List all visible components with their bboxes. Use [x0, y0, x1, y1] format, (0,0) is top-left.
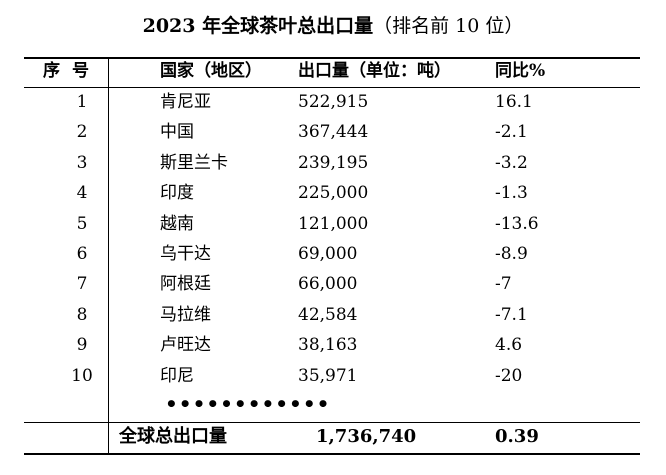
row-volume: 239,195: [298, 152, 369, 173]
row-country: 印尼: [160, 365, 194, 386]
row-change: -3.2: [495, 152, 528, 173]
row-volume: 38,163: [298, 335, 358, 356]
row-change: 16.1: [495, 92, 533, 112]
table-title-subtitle: （排名前 10 位）: [373, 15, 524, 37]
total-top-rule: [24, 422, 640, 423]
rank-column-divider: [108, 57, 109, 455]
export-table: 序号 国家（地区） 出口量（单位：吨） 同比% •••••••••••• 全球总…: [24, 57, 640, 455]
header-volume: 出口量（单位：吨）: [298, 61, 451, 81]
header-rank: 序号: [43, 61, 101, 81]
row-rank: 8: [76, 304, 88, 325]
table-top-rule: [24, 57, 640, 59]
row-rank: 10: [71, 365, 93, 386]
header-change: 同比%: [495, 61, 546, 81]
row-volume: 522,915: [298, 92, 369, 112]
header-bottom-rule: [24, 87, 640, 88]
row-volume: 42,584: [298, 304, 358, 325]
row-volume: 225,000: [298, 183, 369, 204]
row-rank: 9: [76, 335, 88, 356]
row-country: 马拉维: [160, 304, 211, 325]
row-change: -8.9: [495, 244, 528, 264]
row-change: -7: [495, 274, 512, 295]
row-change: -7.1: [495, 304, 528, 325]
row-volume: 121,000: [298, 213, 369, 234]
row-rank: 6: [76, 244, 88, 264]
row-country: 斯里兰卡: [160, 152, 228, 173]
row-volume: 35,971: [298, 365, 358, 386]
row-country: 阿根廷: [160, 274, 211, 295]
row-change: -1.3: [495, 183, 528, 204]
table-title-main: 2023 年全球茶叶总出口量: [142, 15, 374, 37]
row-change: -2.1: [495, 122, 528, 143]
row-country: 肯尼亚: [160, 92, 211, 112]
row-change: -13.6: [495, 213, 539, 234]
row-rank: 4: [76, 183, 88, 204]
total-change: 0.39: [495, 426, 539, 447]
row-country: 越南: [160, 213, 194, 234]
row-volume: 367,444: [298, 122, 369, 143]
row-rank: 3: [76, 152, 88, 173]
row-rank: 7: [76, 274, 88, 295]
table-title: 2023 年全球茶叶总出口量（排名前 10 位）: [0, 14, 666, 38]
row-country: 中国: [160, 122, 194, 143]
header-country: 国家（地区）: [160, 61, 262, 81]
row-country: 卢旺达: [160, 335, 211, 356]
total-volume: 1,736,740: [316, 426, 417, 447]
row-volume: 69,000: [298, 244, 358, 264]
table-bottom-rule: [24, 453, 640, 455]
ellipsis-row: ••••••••••••: [165, 392, 331, 416]
row-rank: 5: [76, 213, 88, 234]
row-country: 乌干达: [160, 244, 211, 264]
row-rank: 2: [76, 122, 88, 143]
row-change: -20: [495, 365, 523, 386]
total-label: 全球总出口量: [119, 426, 227, 447]
row-rank: 1: [76, 92, 88, 112]
row-volume: 66,000: [298, 274, 358, 295]
row-country: 印度: [160, 183, 194, 204]
row-change: 4.6: [495, 335, 523, 356]
